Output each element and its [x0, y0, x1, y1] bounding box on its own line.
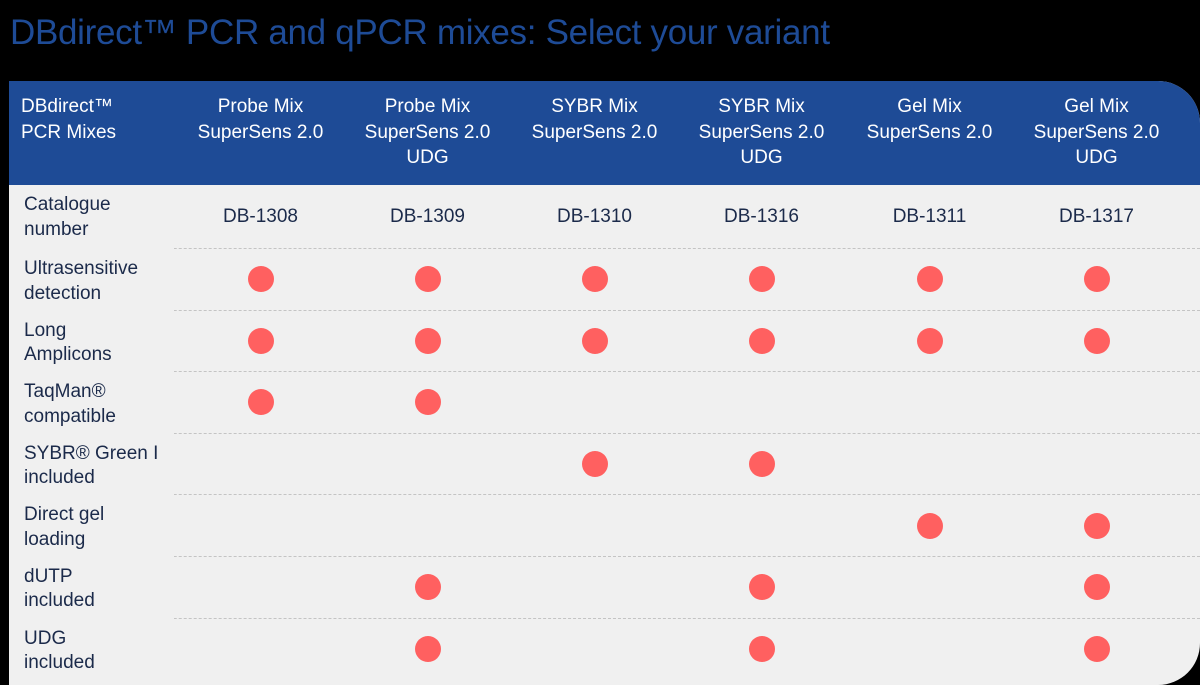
page-title: DBdirect™ PCR and qPCR mixes: Select you…: [10, 13, 830, 52]
feature-dot-icon: [1083, 512, 1110, 539]
catalogue-number: DB-1308: [223, 205, 298, 227]
row-label: UDG included: [24, 627, 95, 674]
table-row-feature: Long Amplicons: [9, 311, 1200, 373]
table-row-feature: TaqMan® compatible: [9, 372, 1200, 434]
feature-dot-icon: [1083, 574, 1110, 601]
feature-dot-icon: [916, 512, 943, 539]
feature-dot-icon: [414, 327, 441, 354]
feature-dot-icon: [414, 389, 441, 416]
row-label: Ultrasensitive detection: [24, 258, 139, 304]
empty-cell: [248, 513, 274, 539]
feature-dot-icon: [414, 266, 441, 293]
feature-dot-icon: [414, 636, 441, 663]
column-header-probe-mix-udg: Probe Mix SuperSens 2.0 UDG: [364, 96, 491, 168]
column-header-sybr-mix: SYBR Mix SuperSens 2.0: [531, 96, 658, 143]
feature-dot-icon: [916, 266, 943, 293]
feature-dot-icon: [581, 327, 608, 354]
empty-cell: [749, 513, 775, 539]
variant-comparison-table: DBdirect™ PCR Mixes Probe Mix SuperSens …: [9, 81, 1200, 685]
empty-cell: [248, 574, 274, 600]
feature-dot-icon: [748, 327, 775, 354]
empty-cell: [415, 451, 441, 477]
table-row-feature: Ultrasensitive detection: [9, 249, 1200, 311]
feature-dot-icon: [1083, 266, 1110, 293]
empty-cell: [582, 636, 608, 662]
catalogue-number: DB-1311: [892, 205, 967, 227]
empty-cell: [1084, 451, 1110, 477]
catalogue-number: DB-1310: [557, 205, 632, 227]
feature-dot-icon: [247, 266, 274, 293]
feature-dot-icon: [1083, 327, 1110, 354]
corner-header: DBdirect™ PCR Mixes: [21, 96, 117, 143]
table-row-feature: Direct gel loading: [9, 495, 1200, 557]
empty-cell: [1084, 389, 1110, 415]
catalogue-number: DB-1309: [390, 205, 465, 227]
empty-cell: [248, 636, 274, 662]
empty-cell: [415, 513, 441, 539]
empty-cell: [917, 451, 943, 477]
column-header-sybr-mix-udg: SYBR Mix SuperSens 2.0 UDG: [698, 96, 825, 168]
row-label: SYBR® Green I included: [24, 442, 159, 489]
empty-cell: [582, 574, 608, 600]
empty-cell: [917, 636, 943, 662]
row-label: Direct gel loading: [24, 504, 105, 550]
table-body: Catalogue number DB-1308 DB-1309 DB-1310…: [9, 185, 1200, 680]
feature-dot-icon: [581, 451, 608, 478]
feature-dot-icon: [581, 266, 608, 293]
row-label: TaqMan® compatible: [24, 381, 116, 427]
table-row-feature: dUTP included: [9, 557, 1200, 619]
empty-cell: [582, 389, 608, 415]
feature-dot-icon: [247, 327, 274, 354]
feature-dot-icon: [748, 636, 775, 663]
catalogue-number: DB-1316: [724, 205, 799, 227]
row-label: Long Amplicons: [24, 319, 112, 366]
table-header: DBdirect™ PCR Mixes Probe Mix SuperSens …: [9, 81, 1200, 185]
row-label: dUTP included: [24, 565, 95, 612]
empty-cell: [749, 389, 775, 415]
table-row-feature: UDG included: [9, 619, 1200, 681]
feature-dot-icon: [748, 574, 775, 601]
feature-dot-icon: [1083, 636, 1110, 663]
column-header-gel-mix: Gel Mix SuperSens 2.0: [866, 96, 993, 143]
feature-dot-icon: [414, 574, 441, 601]
feature-dot-icon: [748, 451, 775, 478]
column-header-probe-mix: Probe Mix SuperSens 2.0: [197, 96, 324, 143]
feature-dot-icon: [748, 266, 775, 293]
feature-dot-icon: [916, 327, 943, 354]
empty-cell: [248, 451, 274, 477]
catalogue-number: DB-1317: [1059, 205, 1134, 227]
table-row-feature: SYBR® Green I included: [9, 434, 1200, 496]
empty-cell: [582, 513, 608, 539]
table-row-catalogue: Catalogue number DB-1308 DB-1309 DB-1310…: [9, 185, 1200, 249]
empty-cell: [917, 574, 943, 600]
feature-dot-icon: [247, 389, 274, 416]
empty-cell: [917, 389, 943, 415]
row-label: Catalogue number: [24, 194, 111, 240]
column-header-gel-mix-udg: Gel Mix SuperSens 2.0 UDG: [1033, 96, 1160, 168]
